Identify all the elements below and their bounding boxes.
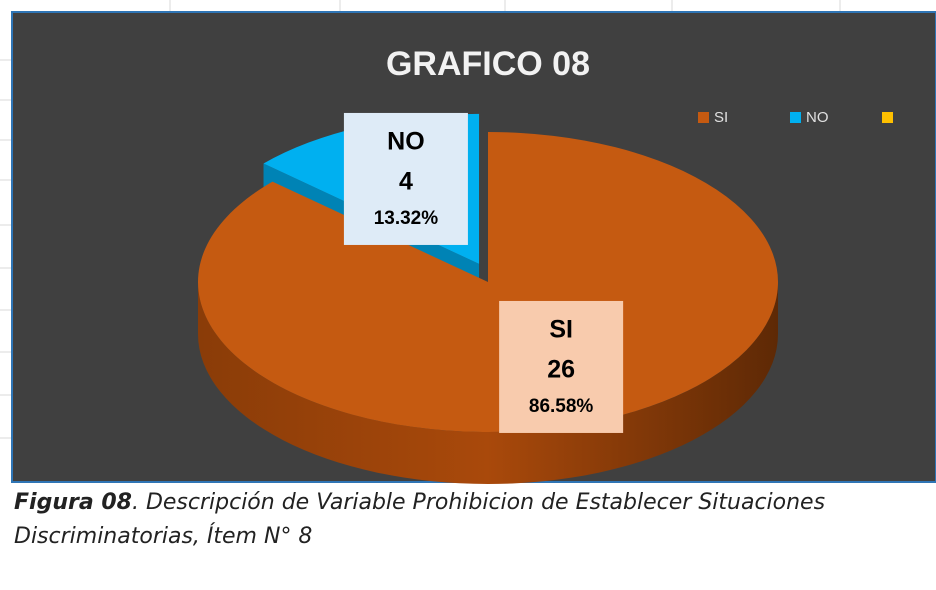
caption-text: . Descripción de Variable Prohibicion de… [14, 490, 826, 549]
legend-swatch [698, 112, 709, 123]
data-label: SI 26 86.58% [499, 300, 624, 433]
data-label-box [499, 300, 624, 433]
data-label: NO 4 13.32% [343, 112, 468, 245]
data-label-value: 26 [547, 356, 575, 384]
sheet-grid [0, 0, 841, 439]
legend-label: SI [714, 109, 728, 126]
data-label-category: SI [549, 316, 573, 344]
data-label-percent: 86.58% [529, 396, 594, 417]
slice-side [198, 282, 778, 484]
chart-title: GRAFICO 08 [386, 45, 590, 83]
data-label-percent: 13.32% [374, 208, 439, 229]
pie-slice [197, 132, 779, 432]
legend-swatch [882, 112, 893, 123]
legend-swatch [790, 112, 801, 123]
data-label-box [343, 112, 468, 245]
data-label-value: 4 [399, 168, 413, 196]
legend-label: NO [806, 109, 829, 126]
caption: Figura 08. Descripción de Variable Prohi… [14, 486, 914, 554]
data-label-category: NO [387, 128, 425, 156]
caption-label: Figura 08 [14, 490, 132, 515]
